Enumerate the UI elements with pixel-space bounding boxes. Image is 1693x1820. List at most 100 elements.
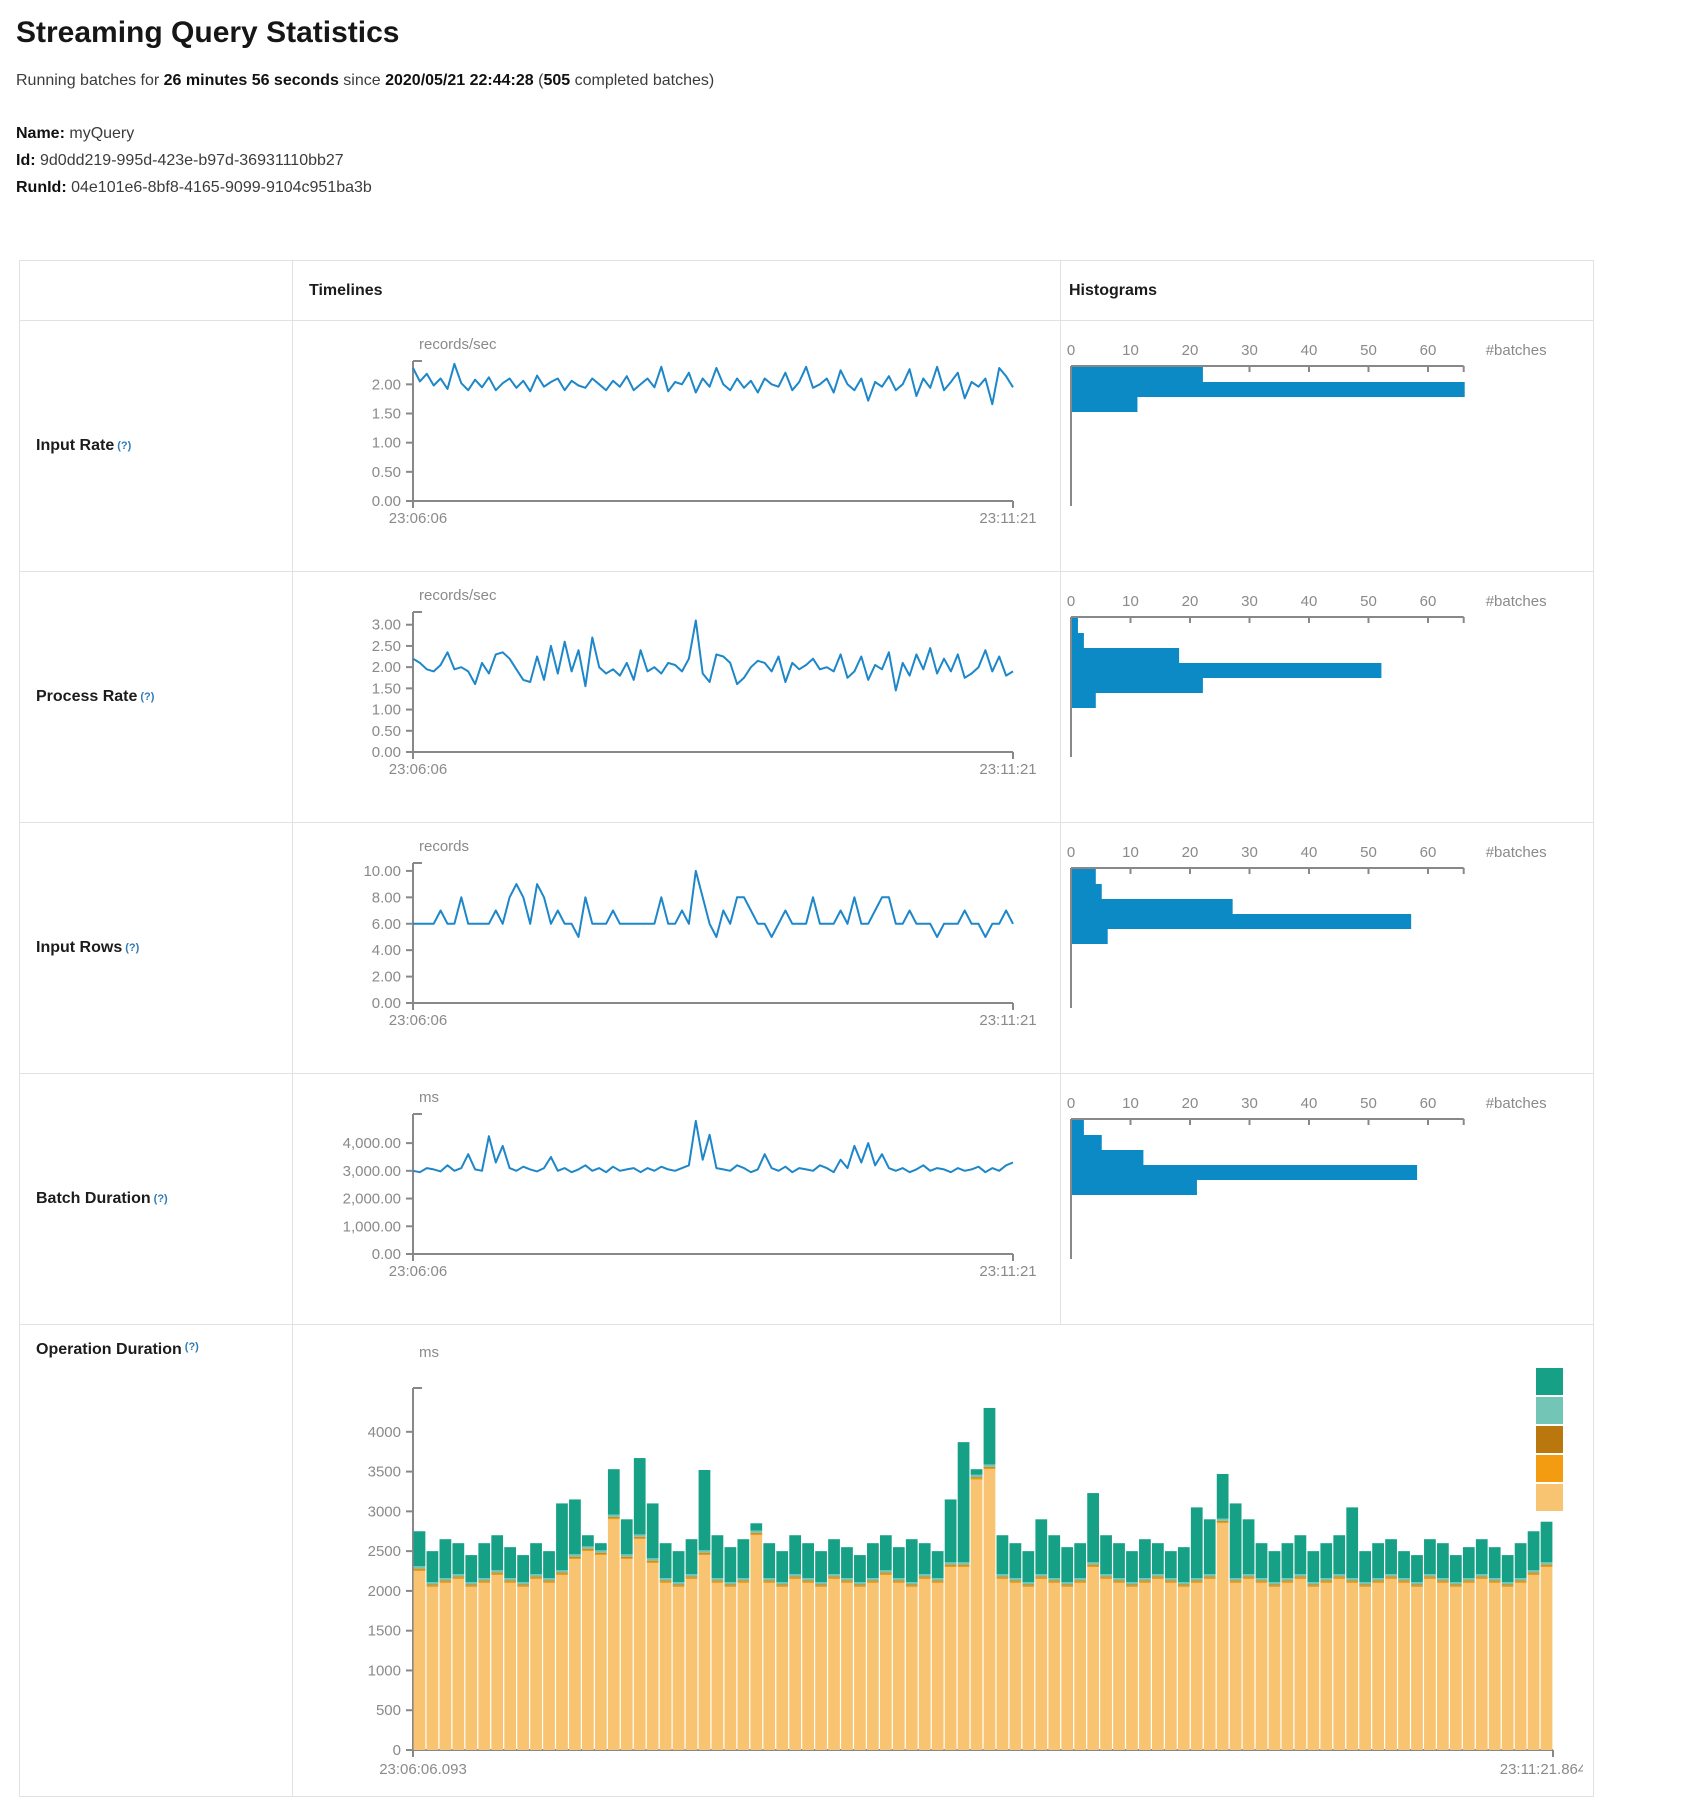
svg-text:40: 40 [1301,342,1318,359]
process-rate-timeline-chart: records/sec3.002.502.001.501.000.500.002… [372,587,1037,778]
svg-text:20: 20 [1182,593,1199,610]
svg-text:23:06:06: 23:06:06 [389,1263,447,1280]
svg-text:2000: 2000 [368,1583,401,1600]
process-rate-help-icon[interactable]: (?) [140,691,155,703]
svg-text:10: 10 [1122,342,1139,359]
svg-text:60: 60 [1420,1095,1437,1112]
svg-text:0.00: 0.00 [372,995,401,1012]
query-runid-line: RunId: 04e101e6-8bf8-4165-9099-9104c951b… [16,174,1576,201]
svg-text:23:06:06: 23:06:06 [389,510,447,527]
svg-text:60: 60 [1420,593,1437,610]
input-rows-histogram-chart: 0 10 20 30 40 50 60 #batches [1067,844,1547,1008]
batch-duration-histogram-cell: 0 10 20 30 40 50 60 #batches [1061,1074,1593,1325]
process-rate-histogram-cell: 0 10 20 30 40 50 60 #batches [1061,572,1593,823]
svg-text:10: 10 [1122,593,1139,610]
corner-header-cell [20,261,293,321]
svg-text:0: 0 [1067,1095,1075,1112]
query-name-value: myQuery [69,125,135,142]
svg-text:records/sec: records/sec [419,336,497,353]
input-rows-timeline-chart: records 10.00 8.00 6.00 4.00 2.00 0.0023:06:06… [363,838,1036,1029]
svg-text:3,000.00: 3,000.00 [343,1163,401,1180]
query-id-label: Id: [16,152,36,169]
svg-text:50: 50 [1360,342,1377,359]
svg-text:0.00: 0.00 [372,1246,401,1263]
operation-duration-help-icon[interactable]: (?) [184,1341,199,1353]
query-name-line: Name: myQuery [16,120,1576,147]
svg-text:0: 0 [393,1742,401,1759]
svg-text:30: 30 [1241,342,1258,359]
svg-text:#batches: #batches [1486,844,1547,861]
completed-batches-count: 505 [543,72,571,89]
svg-text:60: 60 [1420,844,1437,861]
batch-duration-help-icon[interactable]: (?) [153,1193,168,1205]
svg-text:23:06:06.093: 23:06:06.093 [379,1761,467,1778]
svg-text:40: 40 [1301,844,1318,861]
svg-text:1500: 1500 [368,1623,401,1640]
svg-text:8.00: 8.00 [372,889,401,906]
svg-text:#batches: #batches [1486,342,1547,359]
svg-text:500: 500 [376,1702,401,1719]
svg-text:0: 0 [1067,844,1075,861]
svg-text:2500: 2500 [368,1543,401,1560]
svg-text:ms: ms [419,1344,439,1361]
svg-text:2.00: 2.00 [372,376,401,393]
svg-text:0.50: 0.50 [372,723,401,740]
operation-duration-stacked-chart: ms 4000 3500 3000 2500 2000 1500 1000 500 0 23:06:… [368,1344,1583,1778]
svg-text:records: records [419,838,469,855]
batch-duration-timeline-chart: ms4,000.003,000.002,000.001,000.000.0023… [343,1089,1037,1280]
svg-text:50: 50 [1360,844,1377,861]
svg-text:#batches: #batches [1486,1095,1547,1112]
row-label-input-rate: Input Rate (?) [20,321,293,572]
process-rate-timeline-cell: records/sec 3.00 2.50 2.00 1.50 1.00 0.50 0.00 2… [293,572,1061,823]
input-rate-timeline-cell: records/sec 2.00 1.50 1.00 0.50 0.00 23:06:06 2… [293,321,1061,572]
legend-swatch-dark-orange [1536,1426,1563,1453]
process-rate-histogram-chart: 0 10 20 30 40 50 60 #batches [1067,593,1547,757]
svg-text:2.00: 2.00 [372,969,401,986]
input-rows-help-icon[interactable]: (?) [125,942,140,954]
svg-text:ms: ms [419,1089,439,1106]
svg-text:23:11:21.864: 23:11:21.864 [1500,1761,1583,1778]
query-meta: Name: myQuery Id: 9d0dd219-995d-423e-b97… [16,120,1576,201]
legend-swatch-teal [1536,1368,1563,1395]
svg-text:10: 10 [1122,844,1139,861]
svg-text:20: 20 [1182,844,1199,861]
svg-text:0.00: 0.00 [372,493,401,510]
svg-text:20: 20 [1182,342,1199,359]
svg-text:30: 30 [1241,593,1258,610]
row-label-operation-duration: Operation Duration (?) [20,1325,293,1796]
svg-text:0.00: 0.00 [372,744,401,761]
input-rate-help-icon[interactable]: (?) [117,440,132,452]
svg-text:2.50: 2.50 [372,638,401,655]
input-rate-histogram-cell: 0 10 20 30 40 50 60 #batches [1061,321,1593,572]
row-label-process-rate: Process Rate (?) [20,572,293,823]
svg-text:50: 50 [1360,593,1377,610]
svg-text:3000: 3000 [368,1503,401,1520]
query-runid-value: 04e101e6-8bf8-4165-9099-9104c951ba3b [71,179,372,196]
operation-duration-chart-cell: ms 4000 3500 3000 2500 2000 1500 1000 500 0 23:06:… [293,1325,1593,1796]
svg-text:30: 30 [1241,844,1258,861]
query-name-label: Name: [16,125,65,142]
svg-text:2.00: 2.00 [372,659,401,676]
svg-text:4,000.00: 4,000.00 [343,1135,401,1152]
svg-text:1.50: 1.50 [372,680,401,697]
svg-text:4000: 4000 [368,1424,401,1441]
batch-duration-histogram-chart: 0 10 20 30 40 50 60 #batches [1067,1095,1547,1259]
svg-text:10.00: 10.00 [363,863,401,880]
legend-swatch-light-teal [1536,1397,1563,1424]
input-rows-histogram-cell: 0 10 20 30 40 50 60 #batches [1061,823,1593,1074]
svg-text:23:11:21: 23:11:21 [979,1263,1036,1280]
svg-text:1.00: 1.00 [372,435,401,452]
svg-text:23:11:21: 23:11:21 [979,510,1036,527]
batch-duration-timeline-cell: ms 4,000.00 3,000.00 2,000.00 1,000.00 0.00 23… [293,1074,1061,1325]
start-timestamp: 2020/05/21 22:44:28 [385,72,534,89]
svg-text:23:06:06: 23:06:06 [389,1012,447,1029]
query-runid-label: RunId: [16,179,67,196]
svg-text:1.00: 1.00 [372,702,401,719]
svg-text:23:11:21: 23:11:21 [979,1012,1036,1029]
page-header: Streaming Query Statistics Running batch… [16,0,1576,201]
svg-text:3.00: 3.00 [372,617,401,634]
svg-text:40: 40 [1301,1095,1318,1112]
svg-text:1000: 1000 [368,1662,401,1679]
svg-text:0: 0 [1067,593,1075,610]
